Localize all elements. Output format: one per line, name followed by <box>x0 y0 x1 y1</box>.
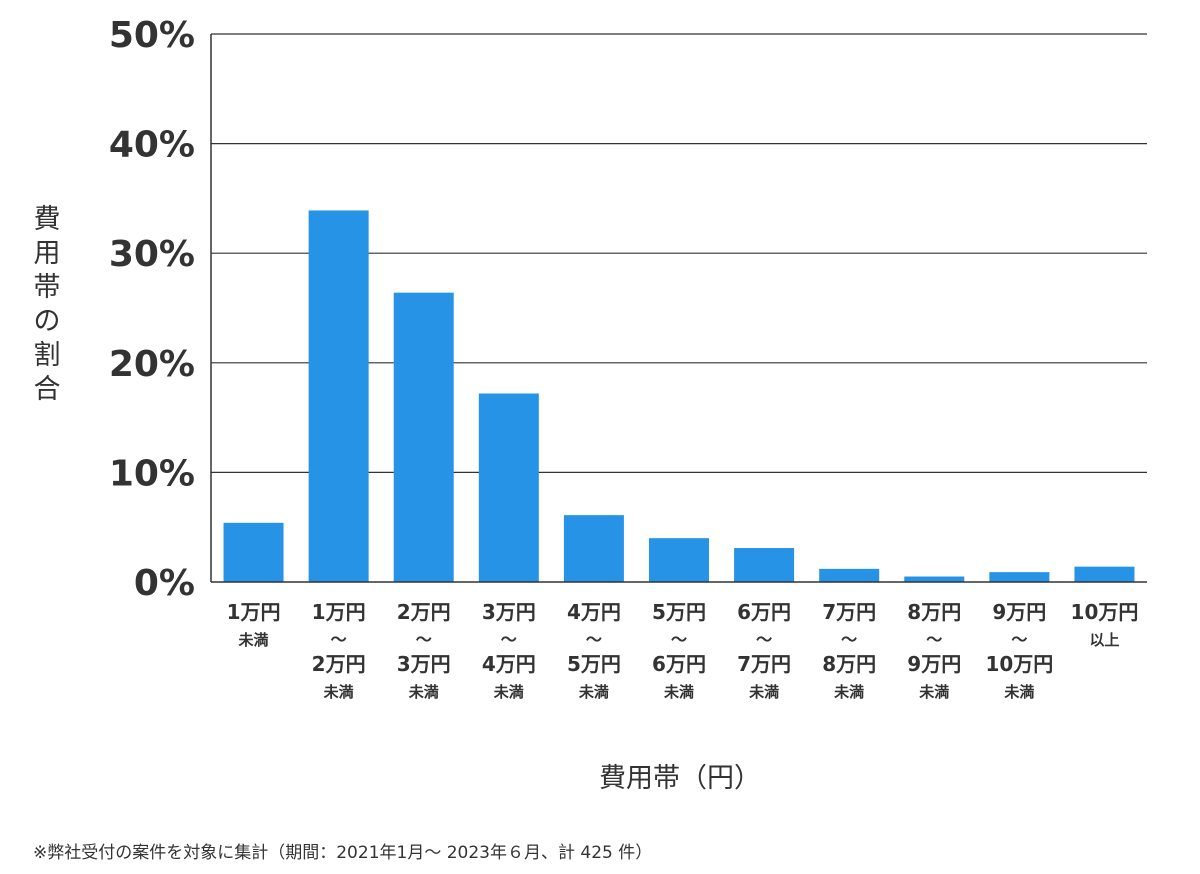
y-tick-labels: 0% 10% 20% 30% 40% 50% <box>109 15 195 604</box>
x-tick-label: 2万円 <box>312 652 366 676</box>
x-tick-label: 3万円 <box>397 652 451 676</box>
x-tick-label: 7万円 <box>737 652 791 676</box>
x-tick-label: 9万円 <box>992 600 1046 624</box>
bar <box>563 515 624 582</box>
x-tick-label: 1万円 <box>227 600 281 624</box>
x-tick-label: 6万円 <box>737 600 791 624</box>
x-tick-label: 未満 <box>238 631 269 649</box>
x-tick-label: 10万円 <box>1071 600 1139 624</box>
y-tick-label: 50% <box>109 15 195 56</box>
bars <box>223 210 1135 582</box>
x-tick-label: 10万円 <box>985 652 1053 676</box>
x-tick-label: 5万円 <box>652 600 706 624</box>
x-tick-label: 未満 <box>663 683 694 701</box>
x-tick-label: 4万円 <box>567 600 621 624</box>
x-tick-label: 未満 <box>493 683 524 701</box>
x-tick-label: 8万円 <box>907 600 961 624</box>
x-tick-label: 未満 <box>578 683 609 701</box>
bar <box>904 576 965 582</box>
x-axis-label: 費用帯（円） <box>599 763 761 794</box>
footnote: ※弊社受付の案件を対象に集計（期間：2021年1月～ 2023年６月、計 425… <box>33 843 652 863</box>
y-axis-label: 費用帯の割合 <box>34 204 61 405</box>
x-tick-label: 7万円 <box>822 600 876 624</box>
y-tick-label: 30% <box>109 234 195 275</box>
x-tick-label: 〜 <box>416 630 432 649</box>
x-tick-label: 未満 <box>918 683 949 701</box>
bar <box>393 292 454 582</box>
x-tick-label: 〜 <box>501 630 517 649</box>
x-tick-label: 8万円 <box>822 652 876 676</box>
y-tick-label: 40% <box>109 125 195 166</box>
bar <box>649 538 709 582</box>
x-tick-label: 未満 <box>748 683 779 701</box>
x-tick-labels: 1万円未満1万円〜2万円未満2万円〜3万円未満3万円〜4万円未満4万円〜5万円未… <box>227 600 1139 701</box>
x-tick-label: 〜 <box>841 630 857 649</box>
y-tick-label: 20% <box>109 344 195 385</box>
x-tick-label: 4万円 <box>482 652 536 676</box>
y-tick-label: 10% <box>109 453 195 494</box>
x-tick-label: 3万円 <box>482 600 536 624</box>
x-tick-label: 1万円 <box>312 600 366 624</box>
bar <box>308 210 369 582</box>
x-tick-label: 〜 <box>331 630 347 649</box>
x-tick-label: 未満 <box>1003 683 1034 701</box>
x-tick-label: 〜 <box>586 630 602 649</box>
bar <box>989 572 1050 582</box>
x-tick-label: 9万円 <box>907 652 961 676</box>
x-tick-label: 〜 <box>756 630 772 649</box>
x-tick-label: 〜 <box>1011 630 1027 649</box>
x-tick-label: 〜 <box>671 630 687 649</box>
x-tick-label: 2万円 <box>397 600 451 624</box>
x-tick-label: 〜 <box>926 630 942 649</box>
bar <box>819 568 880 582</box>
bar <box>1074 566 1135 582</box>
x-tick-label: 未満 <box>833 683 864 701</box>
axes <box>210 34 1147 583</box>
x-tick-label: 未満 <box>323 683 354 701</box>
bar <box>478 393 539 582</box>
y-tick-label: 0% <box>134 563 195 604</box>
x-tick-label: 未満 <box>408 683 439 701</box>
x-tick-label: 以上 <box>1089 631 1119 649</box>
x-tick-label: 5万円 <box>567 652 621 676</box>
bar <box>734 548 795 582</box>
x-tick-label: 6万円 <box>652 652 706 676</box>
bar <box>223 522 284 582</box>
